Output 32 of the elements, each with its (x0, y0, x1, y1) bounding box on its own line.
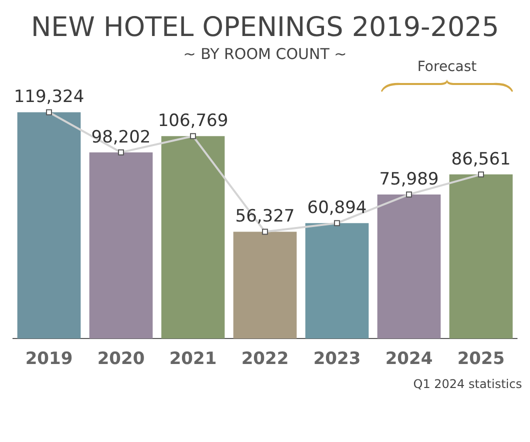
bar (449, 174, 513, 339)
point (262, 228, 268, 235)
bar (17, 112, 81, 339)
text: Forecast (416, 59, 478, 75)
x-tick-label: 2022 (241, 349, 289, 370)
point (334, 220, 340, 226)
point (478, 171, 484, 178)
data-label: 98,202 (91, 127, 151, 148)
bar (233, 232, 297, 339)
x-tick-label: 2024 (385, 349, 433, 370)
x-tick-label: 2021 (169, 349, 217, 370)
data-label: 86,561 (451, 149, 511, 170)
data-label: 119,324 (14, 87, 84, 108)
x-tick-label: 2023 (313, 349, 361, 370)
data-label: 60,894 (307, 198, 367, 218)
bar (161, 136, 225, 339)
point (46, 109, 52, 116)
point (406, 192, 412, 198)
point (118, 149, 124, 156)
point (190, 133, 196, 140)
bar (377, 194, 441, 339)
bar (89, 152, 153, 339)
data-label: 75,989 (379, 169, 439, 190)
chart-subtitle: ~ BY ROOM COUNT ~ (183, 45, 347, 63)
x-tick-label: 2019 (25, 349, 73, 370)
x-tick-label: 2025 (457, 349, 505, 370)
x-tick-label: 2020 (97, 349, 145, 370)
data-label: 56,327 (235, 206, 295, 227)
data-label: 106,769 (158, 111, 228, 132)
text: Q1 2024 statistics (412, 377, 522, 391)
chart-title: NEW HOTEL OPENINGS 2019-2025 (30, 12, 500, 43)
bar (305, 223, 369, 339)
